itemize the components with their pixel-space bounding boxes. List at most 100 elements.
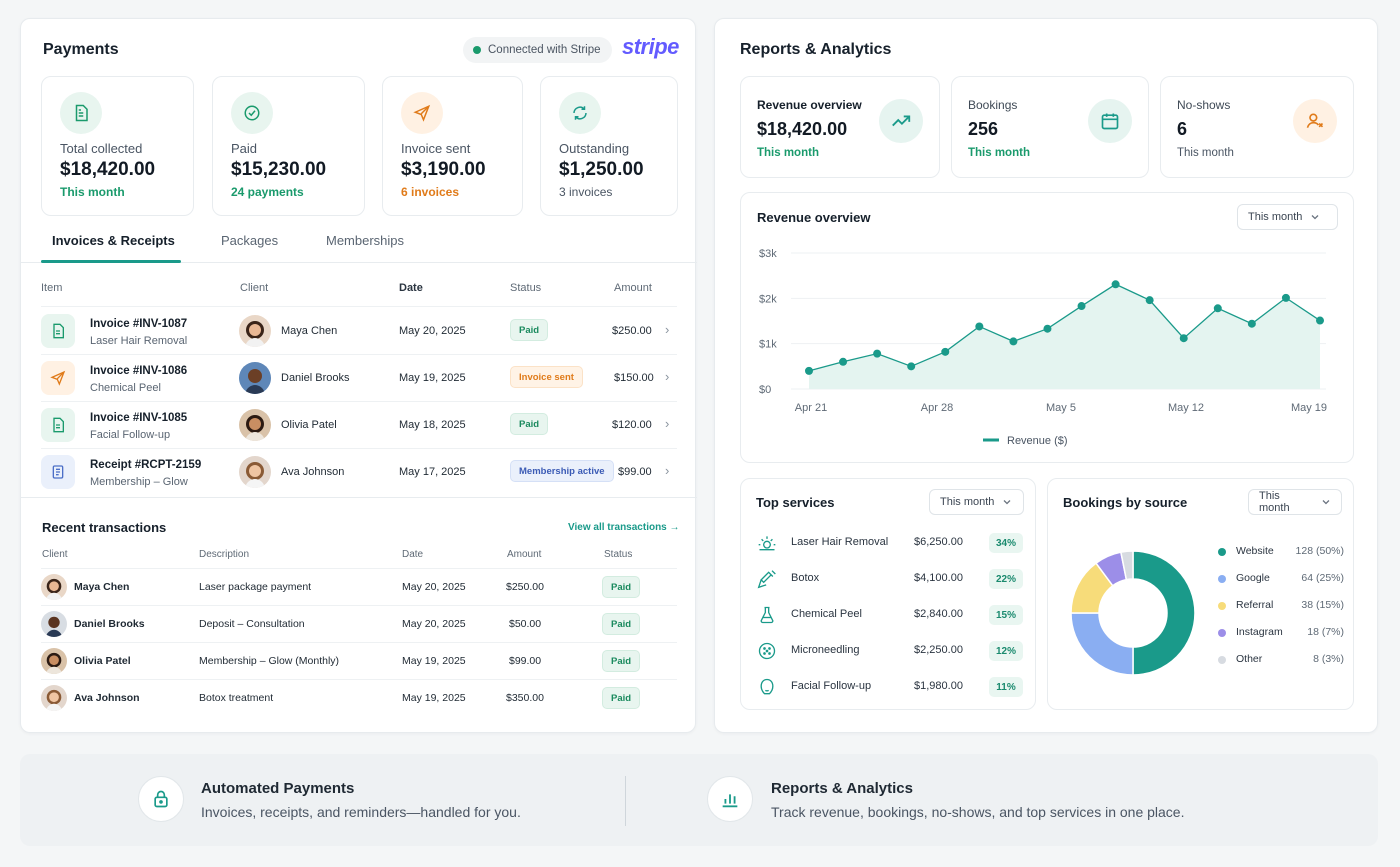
client-name: Ava Johnson	[281, 466, 345, 478]
stat-label: Revenue overview	[757, 98, 862, 112]
stat-sub: This month	[757, 147, 819, 159]
feature-description: Invoices, receipts, and reminders—handle…	[201, 804, 521, 820]
chevron-right-icon[interactable]: ›	[665, 322, 670, 337]
lock-icon	[138, 776, 184, 822]
stat-card-invoice-sent: Invoice sent $3,190.00 6 invoices	[382, 76, 523, 216]
payments-card: Payments Connected with Stripe stripe To…	[20, 18, 697, 733]
chevron-right-icon[interactable]: ›	[665, 369, 670, 384]
divider	[41, 448, 677, 449]
divider	[41, 642, 677, 643]
period-dropdown[interactable]: This month	[929, 489, 1024, 515]
avatar	[239, 409, 271, 441]
reports-card: Reports & Analytics Revenue overview $18…	[714, 18, 1378, 733]
invoice-service: Laser Hair Removal	[90, 335, 188, 347]
receipt-icon	[41, 408, 75, 442]
tab-packages[interactable]: Packages	[221, 233, 279, 248]
invoice-service: Chemical Peel	[90, 382, 161, 394]
transaction-amount: $50.00	[509, 618, 542, 630]
invoice-date: May 20, 2025	[399, 325, 466, 337]
data-point	[1145, 296, 1154, 305]
tab-invoices-receipts[interactable]: Invoices & Receipts	[52, 233, 175, 248]
x-tick-label: May 5	[1046, 402, 1076, 414]
bar-chart-icon	[707, 776, 753, 822]
invoice-amount: $120.00	[612, 419, 652, 431]
avatar	[41, 685, 67, 711]
service-name: Microneedling	[791, 644, 860, 656]
legend-dot	[1218, 656, 1226, 664]
stripe-logo: stripe	[622, 34, 679, 59]
donut-slice-google	[1070, 612, 1134, 676]
dropdown-value: This month	[1248, 211, 1303, 223]
sun-icon	[757, 533, 777, 558]
user-x-icon	[1293, 99, 1337, 143]
client-name: Daniel Brooks	[281, 372, 350, 384]
bookings-source-panel: Bookings by source This month Website 128…	[1047, 478, 1354, 710]
payments-tabs: Invoices & Receipts Packages Memberships	[21, 223, 697, 263]
divider	[41, 401, 677, 402]
stat-sub: 3 invoices	[559, 185, 613, 199]
status-dot	[473, 46, 481, 54]
stat-sub: 6 invoices	[401, 185, 460, 199]
invoice-amount: $99.00	[618, 466, 652, 478]
legend-label: Other	[1236, 653, 1263, 665]
data-point	[1247, 319, 1256, 328]
feature-footer: Automated Payments Invoices, receipts, a…	[20, 754, 1378, 846]
transaction-date: May 20, 2025	[402, 581, 466, 593]
status-badge: Invoice sent	[510, 366, 583, 388]
stripe-status-text: Connected with Stripe	[488, 44, 601, 56]
feature-title: Reports & Analytics	[771, 780, 913, 797]
syringe-icon	[757, 569, 777, 594]
face-icon	[757, 677, 777, 702]
invoice-service: Facial Follow-up	[90, 429, 171, 441]
send-icon	[41, 361, 75, 395]
col-header-status: Status	[604, 549, 633, 560]
transaction-description: Deposit – Consultation	[199, 618, 305, 630]
chevron-down-icon	[1311, 215, 1319, 220]
calendar-icon	[1088, 99, 1132, 143]
active-tab-indicator	[41, 260, 181, 263]
transaction-date: May 19, 2025	[402, 655, 466, 667]
stripe-status-badge: Connected with Stripe	[463, 37, 612, 63]
microneedle-icon	[757, 641, 777, 666]
service-percent: 34%	[989, 533, 1023, 553]
period-dropdown[interactable]: This month	[1248, 489, 1342, 515]
transaction-description: Botox treatment	[199, 692, 274, 704]
client-name: Maya Chen	[74, 581, 130, 593]
data-point	[907, 362, 916, 371]
client-name: Maya Chen	[281, 325, 338, 337]
service-amount: $4,100.00	[914, 572, 963, 584]
avatar	[239, 362, 271, 394]
chevron-down-icon	[1322, 500, 1330, 505]
stat-value: 256	[968, 119, 999, 139]
feature-title: Automated Payments	[201, 780, 355, 797]
service-name: Chemical Peel	[791, 608, 862, 620]
revenue-line-chart: $0 $1k $2k $3k Apr 21 Apr 28 May 5 May 12 May 19…	[759, 248, 1327, 447]
chevron-down-icon	[1003, 500, 1011, 505]
y-tick-label: $0	[759, 384, 771, 396]
top-services-title: Top services	[756, 495, 835, 510]
chevron-right-icon[interactable]: ›	[665, 463, 670, 478]
service-percent: 12%	[989, 641, 1023, 661]
x-tick-label: May 12	[1168, 402, 1204, 414]
legend-dot	[1218, 548, 1226, 556]
stat-label: Paid	[231, 141, 258, 156]
stat-card-no-shows: No-shows 6 This month	[1160, 76, 1354, 178]
divider	[41, 679, 677, 680]
divider	[41, 306, 677, 307]
x-tick-label: May 19	[1291, 402, 1327, 414]
col-header-item: Item	[41, 282, 63, 294]
revenue-chart-panel: Revenue overview This month $0 $1k $2k $3k A…	[740, 192, 1354, 463]
view-all-transactions-link[interactable]: View all transactions →	[568, 522, 680, 533]
x-tick-label: Apr 28	[921, 402, 953, 414]
service-row: Chemical Peel $2,840.00 15%	[741, 597, 1031, 633]
reports-title: Reports & Analytics	[740, 41, 892, 58]
tab-memberships[interactable]: Memberships	[326, 233, 405, 248]
document-icon	[41, 455, 75, 489]
period-dropdown[interactable]: This month	[1237, 204, 1338, 230]
service-percent: 15%	[989, 605, 1023, 625]
legend-value: 38 (15%)	[1301, 599, 1344, 611]
service-amount: $6,250.00	[914, 536, 963, 548]
chevron-right-icon[interactable]: ›	[665, 416, 670, 431]
legend-dot	[1218, 602, 1226, 610]
invoice-title: Invoice #INV-1085	[90, 412, 188, 424]
